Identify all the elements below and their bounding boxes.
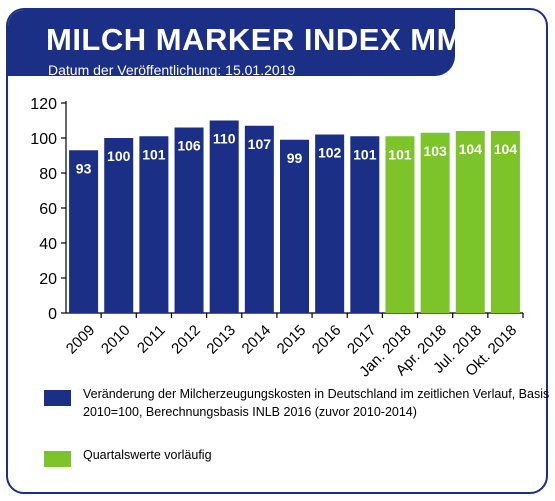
bar-value-label: 103 xyxy=(423,143,447,159)
legend-item-provisional: Quartalswerte vorläufig xyxy=(44,446,212,467)
y-tick-label: 60 xyxy=(39,201,57,218)
bar-value-label: 101 xyxy=(388,146,412,162)
legend-item-costs: Veränderung der Milcherzeugungskosten in… xyxy=(44,385,555,421)
legend-swatch-green xyxy=(44,451,71,467)
legend-swatch-blue xyxy=(44,390,71,406)
legend-label-provisional: Quartalswerte vorläufig xyxy=(83,448,212,462)
bar-value-label: 106 xyxy=(177,138,201,154)
bar xyxy=(174,127,204,313)
y-tick-label: 20 xyxy=(39,271,57,288)
bar xyxy=(244,125,274,313)
y-tick-label: 80 xyxy=(39,166,57,183)
bar-value-label: 104 xyxy=(494,141,518,157)
bar xyxy=(139,136,169,313)
bar xyxy=(385,136,415,313)
bar-value-label: 102 xyxy=(318,145,342,161)
bar-value-label: 100 xyxy=(107,148,131,164)
chart-subtitle: Datum der Veröffentlichung: 15.01.2019 xyxy=(48,62,296,78)
y-tick-label: 100 xyxy=(30,131,57,148)
chart-title: MILCH MARKER INDEX MMI xyxy=(46,22,473,57)
x-tick-label: 2013 xyxy=(203,322,239,358)
x-tick-label: 2009 xyxy=(63,322,99,358)
legend-label-costs: Veränderung der Milcherzeugungskosten in… xyxy=(83,387,550,419)
x-tick-label: 2012 xyxy=(168,322,204,358)
x-tick-label: 2010 xyxy=(98,322,134,358)
bar-value-label: 93 xyxy=(76,160,92,176)
bar-value-label: 110 xyxy=(213,131,236,147)
bar xyxy=(280,139,309,313)
bar xyxy=(350,136,380,313)
bar xyxy=(455,131,485,313)
bar-value-label: 107 xyxy=(248,136,272,152)
bar-value-label: 99 xyxy=(287,150,303,166)
y-tick-label: 40 xyxy=(39,236,57,253)
bar xyxy=(490,131,520,313)
bar xyxy=(209,120,239,313)
bar xyxy=(420,132,450,313)
x-tick-label: 2015 xyxy=(274,322,310,358)
header-banner: MILCH MARKER INDEX MMI Datum der Veröffe… xyxy=(8,10,472,78)
bar xyxy=(315,134,345,313)
x-tick-label: 2014 xyxy=(239,322,275,358)
y-tick-label: 120 xyxy=(30,96,57,113)
bar xyxy=(104,138,134,313)
x-tick-label: 2011 xyxy=(134,322,169,357)
bar-value-label: 101 xyxy=(142,146,166,162)
y-tick-label: 0 xyxy=(48,306,57,323)
x-tick-label: 2016 xyxy=(309,322,345,358)
bar-value-label: 104 xyxy=(459,141,483,157)
bar-value-label: 101 xyxy=(353,146,377,162)
bar xyxy=(69,150,99,313)
